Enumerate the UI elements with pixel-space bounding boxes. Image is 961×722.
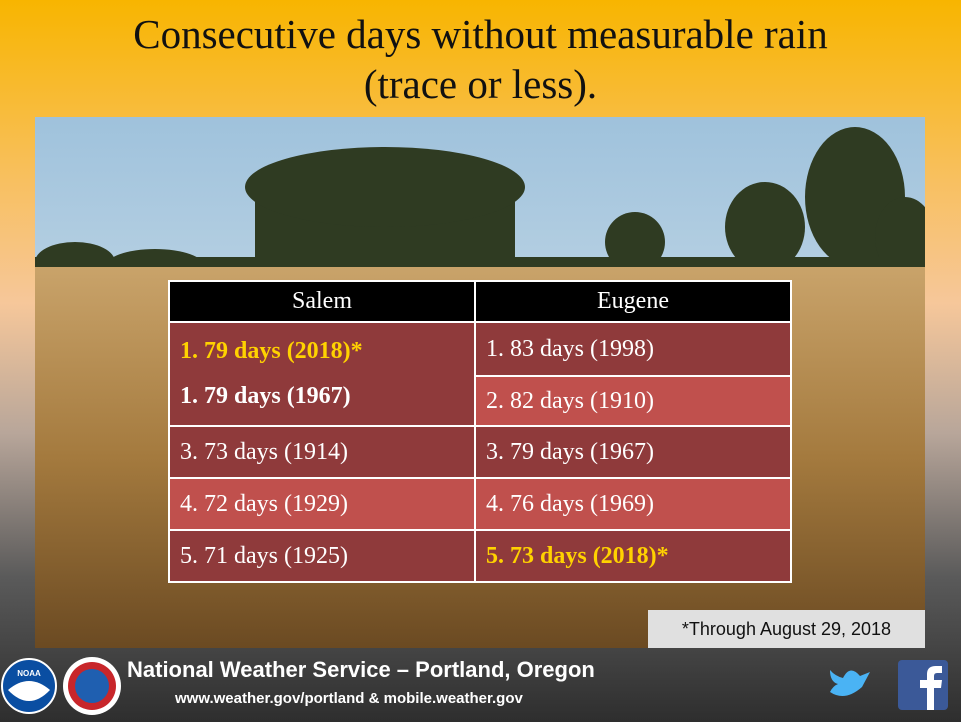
eugene-cell: 5. 73 days (2018)* bbox=[474, 529, 792, 583]
footnote: *Through August 29, 2018 bbox=[648, 610, 925, 648]
footer-url[interactable]: www.weather.gov/portland & mobile.weathe… bbox=[175, 690, 523, 707]
noaa-label: NOAA bbox=[17, 669, 41, 678]
salem-cell: 5. 71 days (1925) bbox=[168, 529, 476, 583]
facebook-f bbox=[920, 666, 942, 710]
twitter-icon[interactable] bbox=[830, 670, 870, 696]
footer-graphics: NOAA bbox=[1, 657, 948, 715]
eugene-cell: 3. 79 days (1967) bbox=[474, 425, 792, 479]
title-line: Consecutive days without measurable rain bbox=[133, 11, 828, 57]
salem-cell: 4. 72 days (1929) bbox=[168, 477, 476, 531]
footer-org: National Weather Service – Portland, Ore… bbox=[127, 657, 595, 682]
noaa-logo-wave bbox=[8, 681, 50, 701]
salem-entry: 1. 79 days (1967) bbox=[180, 383, 351, 409]
eugene-cell: 2. 82 days (1910) bbox=[474, 375, 792, 427]
header-cell: Eugene bbox=[474, 280, 792, 323]
salem-entry: 1. 79 days (2018)* bbox=[180, 338, 363, 364]
salem-cell: 3. 73 days (1914) bbox=[168, 425, 476, 479]
eugene-cell: 1. 83 days (1998) bbox=[474, 321, 792, 377]
nws-logo-center bbox=[75, 669, 109, 703]
header-cell: Salem bbox=[168, 280, 476, 323]
eugene-cell: 4. 76 days (1969) bbox=[474, 477, 792, 531]
title-line: (trace or less). bbox=[363, 61, 598, 107]
salem-cell: 1. 79 days (2018)* 1. 79 days (1967) bbox=[168, 321, 476, 427]
